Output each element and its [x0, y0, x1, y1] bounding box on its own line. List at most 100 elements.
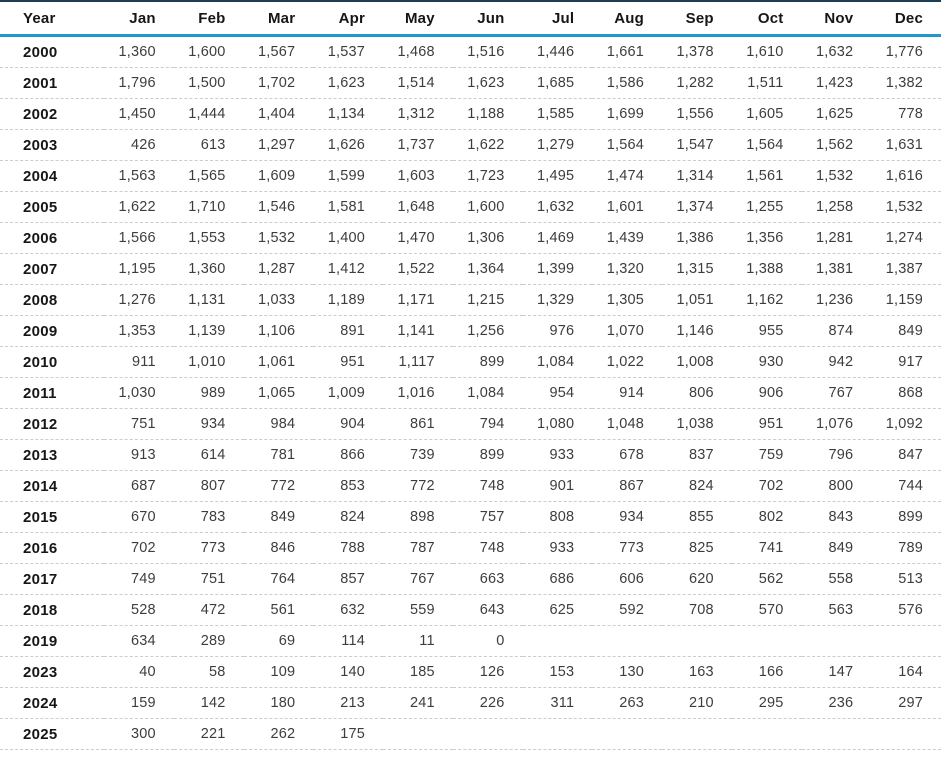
value-cell: 1,702 — [243, 67, 314, 99]
value-cell: 930 — [731, 346, 802, 378]
value-cell: 1,685 — [522, 67, 593, 99]
table-row: 2002 1,450 1,444 1,404 1,134 1,312 1,188 1,585 1… — [0, 98, 941, 130]
value-cell: 934 — [592, 501, 662, 533]
value-cell: 1,010 — [173, 346, 244, 378]
value-cell: 576 — [871, 594, 941, 626]
value-cell: 898 — [383, 501, 453, 533]
value-cell: 1,258 — [801, 191, 872, 223]
value-cell: 614 — [173, 439, 244, 471]
year-cell: 2003 — [0, 129, 104, 161]
value-cell: 781 — [243, 439, 314, 471]
value-cell: 295 — [731, 687, 802, 719]
value-cell: 1,404 — [243, 98, 314, 130]
value-cell: 1,048 — [592, 408, 662, 440]
value-cell: 163 — [662, 656, 732, 688]
column-header-month: Feb — [173, 0, 244, 37]
table-row: 2024 159 142 180 213 241 226 311 263 210 295 236 297 — [0, 687, 941, 719]
year-cell: 2010 — [0, 346, 104, 378]
value-cell: 164 — [871, 656, 941, 688]
value-cell: 1,469 — [522, 222, 593, 254]
value-cell: 513 — [871, 563, 941, 595]
year-cell: 2023 — [0, 656, 104, 688]
value-cell: 1,623 — [452, 67, 523, 99]
value-cell: 1,131 — [173, 284, 244, 316]
value-cell: 1,276 — [104, 284, 174, 316]
column-header-month: Mar — [243, 0, 314, 37]
value-cell: 1,631 — [871, 129, 941, 161]
value-cell: 221 — [173, 718, 244, 750]
value-cell: 1,796 — [104, 67, 174, 99]
value-cell — [801, 625, 872, 657]
value-cell: 1,312 — [383, 98, 453, 130]
value-cell: 1,495 — [522, 160, 593, 192]
value-cell: 1,287 — [243, 253, 314, 285]
value-cell: 1,444 — [173, 98, 244, 130]
value-cell: 1,623 — [313, 67, 383, 99]
value-cell: 748 — [452, 470, 523, 502]
value-cell: 1,356 — [731, 222, 802, 254]
value-cell: 1,236 — [801, 284, 872, 316]
value-cell: 563 — [801, 594, 872, 626]
year-cell: 2017 — [0, 563, 104, 595]
year-cell: 2016 — [0, 532, 104, 564]
value-cell: 1,033 — [243, 284, 314, 316]
value-cell: 853 — [313, 470, 383, 502]
value-cell: 1,141 — [383, 315, 453, 347]
table-row: 2014 687 807 772 853 772 748 901 867 824 702 800 744 — [0, 470, 941, 502]
column-header-month: Nov — [801, 0, 872, 37]
value-cell: 708 — [662, 594, 732, 626]
value-cell: 874 — [801, 315, 872, 347]
value-cell: 1,092 — [871, 408, 941, 440]
value-cell: 1,625 — [801, 98, 872, 130]
value-cell: 857 — [313, 563, 383, 595]
value-cell: 1,622 — [452, 129, 523, 161]
value-cell: 1,279 — [522, 129, 593, 161]
value-cell: 702 — [731, 470, 802, 502]
value-cell: 1,382 — [871, 67, 941, 99]
value-cell: 1,076 — [801, 408, 872, 440]
value-cell: 40 — [104, 656, 174, 688]
value-cell: 1,281 — [801, 222, 872, 254]
value-cell: 1,585 — [522, 98, 593, 130]
value-cell: 1,632 — [801, 35, 872, 68]
value-cell: 0 — [452, 625, 523, 657]
value-cell: 1,084 — [452, 377, 523, 409]
value-cell: 643 — [452, 594, 523, 626]
value-cell: 1,567 — [243, 35, 314, 68]
value-cell: 262 — [243, 718, 314, 750]
table-row: 2023 40 58 109 140 185 126 153 130 163 166 147 164 — [0, 656, 941, 688]
value-cell: 1,561 — [731, 160, 802, 192]
column-header-month: May — [383, 0, 453, 37]
value-cell: 773 — [592, 532, 662, 564]
value-cell: 625 — [522, 594, 593, 626]
value-cell: 185 — [383, 656, 453, 688]
value-cell: 855 — [662, 501, 732, 533]
value-cell: 846 — [243, 532, 314, 564]
value-cell: 802 — [731, 501, 802, 533]
year-cell: 2019 — [0, 625, 104, 657]
year-cell: 2024 — [0, 687, 104, 719]
value-cell: 1,146 — [662, 315, 732, 347]
value-cell: 849 — [801, 532, 872, 564]
value-cell: 1,616 — [871, 160, 941, 192]
value-cell — [662, 718, 732, 750]
value-cell: 1,139 — [173, 315, 244, 347]
value-cell: 1,553 — [173, 222, 244, 254]
value-cell: 1,195 — [104, 253, 174, 285]
value-cell: 11 — [383, 625, 453, 657]
column-header-month: Aug — [592, 0, 662, 37]
value-cell — [452, 718, 523, 750]
value-cell: 1,581 — [313, 191, 383, 223]
value-cell: 906 — [731, 377, 802, 409]
value-cell — [871, 718, 941, 750]
value-cell: 687 — [104, 470, 174, 502]
value-cell: 744 — [871, 470, 941, 502]
table-row: 2009 1,353 1,139 1,106 891 1,141 1,256 976 1,070… — [0, 315, 941, 347]
value-cell: 1,532 — [243, 222, 314, 254]
value-cell: 528 — [104, 594, 174, 626]
value-cell: 789 — [871, 532, 941, 564]
value-cell: 559 — [383, 594, 453, 626]
year-cell: 2018 — [0, 594, 104, 626]
column-header-year: Year — [0, 0, 104, 37]
table-row: 2001 1,796 1,500 1,702 1,623 1,514 1,623 1,685 1… — [0, 67, 941, 99]
